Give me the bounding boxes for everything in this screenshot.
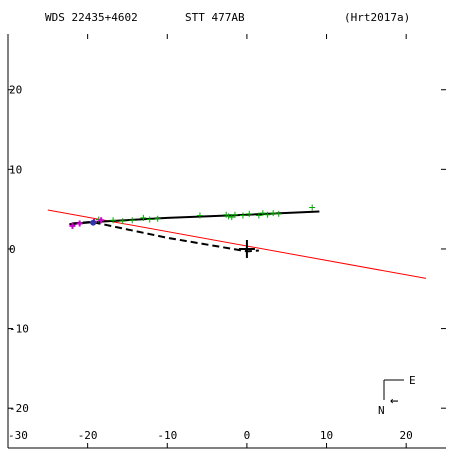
- axes: [7, 34, 446, 449]
- compass: E N ←: [378, 374, 416, 417]
- y-tick-label: 20: [9, 84, 22, 97]
- dashed-line: [71, 220, 259, 253]
- x-tick-label: 0: [244, 429, 251, 442]
- compass-north-label: N: [378, 404, 385, 417]
- observation-marker: [223, 211, 230, 218]
- observation-marker: [255, 212, 262, 219]
- observation-marker: [231, 211, 238, 218]
- header-wds: WDS 22435+4602: [45, 11, 138, 24]
- observation-marker: [196, 212, 203, 219]
- recent-observation-marker: [98, 217, 105, 224]
- observation-marker: [110, 217, 117, 224]
- observation-marker: [154, 215, 161, 222]
- series: [47, 204, 427, 279]
- observation-marker: [146, 216, 153, 223]
- recent-observation-marker: [76, 220, 83, 227]
- orbit-line: [69, 210, 320, 226]
- reference-line: [47, 209, 427, 279]
- observation-marker: [309, 204, 316, 211]
- observation-marker: [275, 210, 282, 217]
- x-tick-label: 20: [400, 429, 413, 442]
- y-tick-label: -10: [9, 323, 29, 336]
- ticks: -20 -10 0 10 20 -30 -20 -10 0 10 20: [7, 34, 446, 448]
- observation-marker: [259, 210, 266, 217]
- observation-marker: [228, 214, 235, 221]
- primary-star-cross: [238, 239, 255, 258]
- y-tick-label: -20: [9, 402, 29, 415]
- header-designation: STT 477AB: [185, 11, 245, 24]
- header-reference: (Hrt2017a): [344, 11, 410, 24]
- observation-marker: [119, 218, 126, 225]
- compass-east-label: E: [409, 374, 416, 387]
- x-tick-label: -10: [157, 429, 177, 442]
- observation-marker: [264, 211, 271, 218]
- observation-marker: [270, 210, 277, 217]
- recent-point-marker: [90, 219, 97, 226]
- observation-marker: [246, 210, 253, 217]
- observation-marker: [239, 212, 246, 219]
- observation-marker: [140, 214, 147, 221]
- y-tick-label: 0: [9, 243, 16, 256]
- recent-observation-marker: [69, 222, 76, 229]
- x-tick-label: -20: [78, 429, 98, 442]
- x-tick-label: 10: [320, 429, 333, 442]
- compass-arrow-icon: ←: [390, 393, 398, 409]
- observation-marker: [129, 217, 136, 224]
- y-tick-label: 10: [9, 163, 22, 176]
- x-tick-label: -30: [8, 429, 28, 442]
